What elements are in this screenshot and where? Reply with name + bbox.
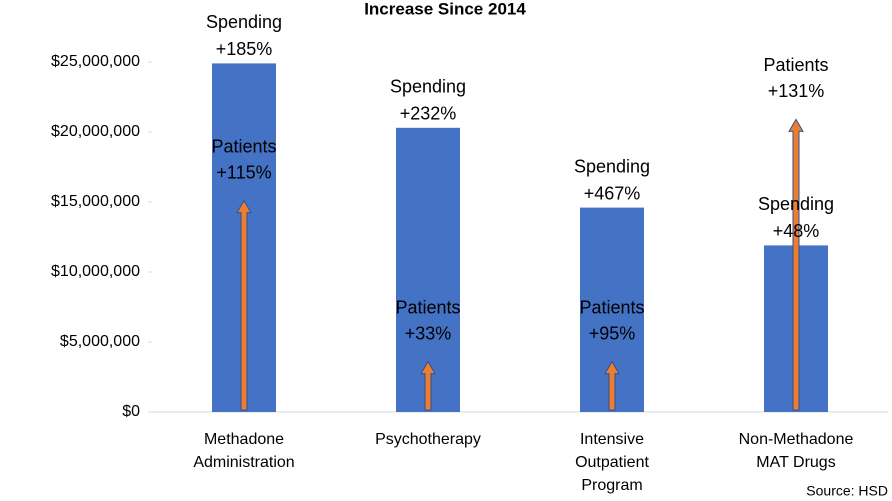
y-tick-label: $0	[122, 403, 140, 420]
patient-label: +115%	[216, 162, 271, 182]
arrow	[420, 360, 436, 411]
chart-title: Increase Since 2014	[364, 0, 526, 18]
patient-label: +95%	[589, 323, 636, 343]
x-tick-label: Administration	[193, 454, 294, 471]
spending-label: Spending	[758, 194, 834, 214]
patient-label: +33%	[405, 323, 452, 343]
arrow	[236, 199, 252, 411]
x-tick-label: MAT Drugs	[756, 454, 835, 471]
spending-label: Spending	[390, 77, 466, 97]
x-tick-label: Intensive	[580, 431, 644, 448]
x-tick-label: Methadone	[204, 431, 284, 448]
spending-label: +232%	[400, 104, 457, 124]
spending-label: Spending	[206, 12, 282, 32]
patient-label: Patients	[211, 136, 276, 156]
spending-label: +48%	[773, 221, 820, 241]
y-tick-label: $20,000,000	[51, 123, 140, 140]
patient-label: Patients	[763, 55, 828, 75]
y-tick-label: $25,000,000	[51, 53, 140, 70]
patient-label: Patients	[395, 297, 460, 317]
y-tick-label: $10,000,000	[51, 263, 140, 280]
y-tick-label: $5,000,000	[60, 333, 140, 350]
source: Source: HSD	[806, 483, 888, 499]
patient-label: +131%	[768, 81, 825, 101]
x-tick-label: Program	[581, 477, 642, 494]
arrow	[788, 118, 804, 411]
x-tick-label: Outpatient	[575, 454, 649, 471]
y-tick-label: $15,000,000	[51, 193, 140, 210]
x-tick-label: Psychotherapy	[375, 431, 481, 448]
x-tick-label: Non-Methadone	[739, 431, 854, 448]
patient-label: Patients	[579, 297, 644, 317]
spending-label: +185%	[216, 39, 273, 59]
spending-label: Spending	[574, 156, 650, 176]
arrow	[604, 360, 620, 411]
spending-label: +467%	[584, 183, 641, 203]
